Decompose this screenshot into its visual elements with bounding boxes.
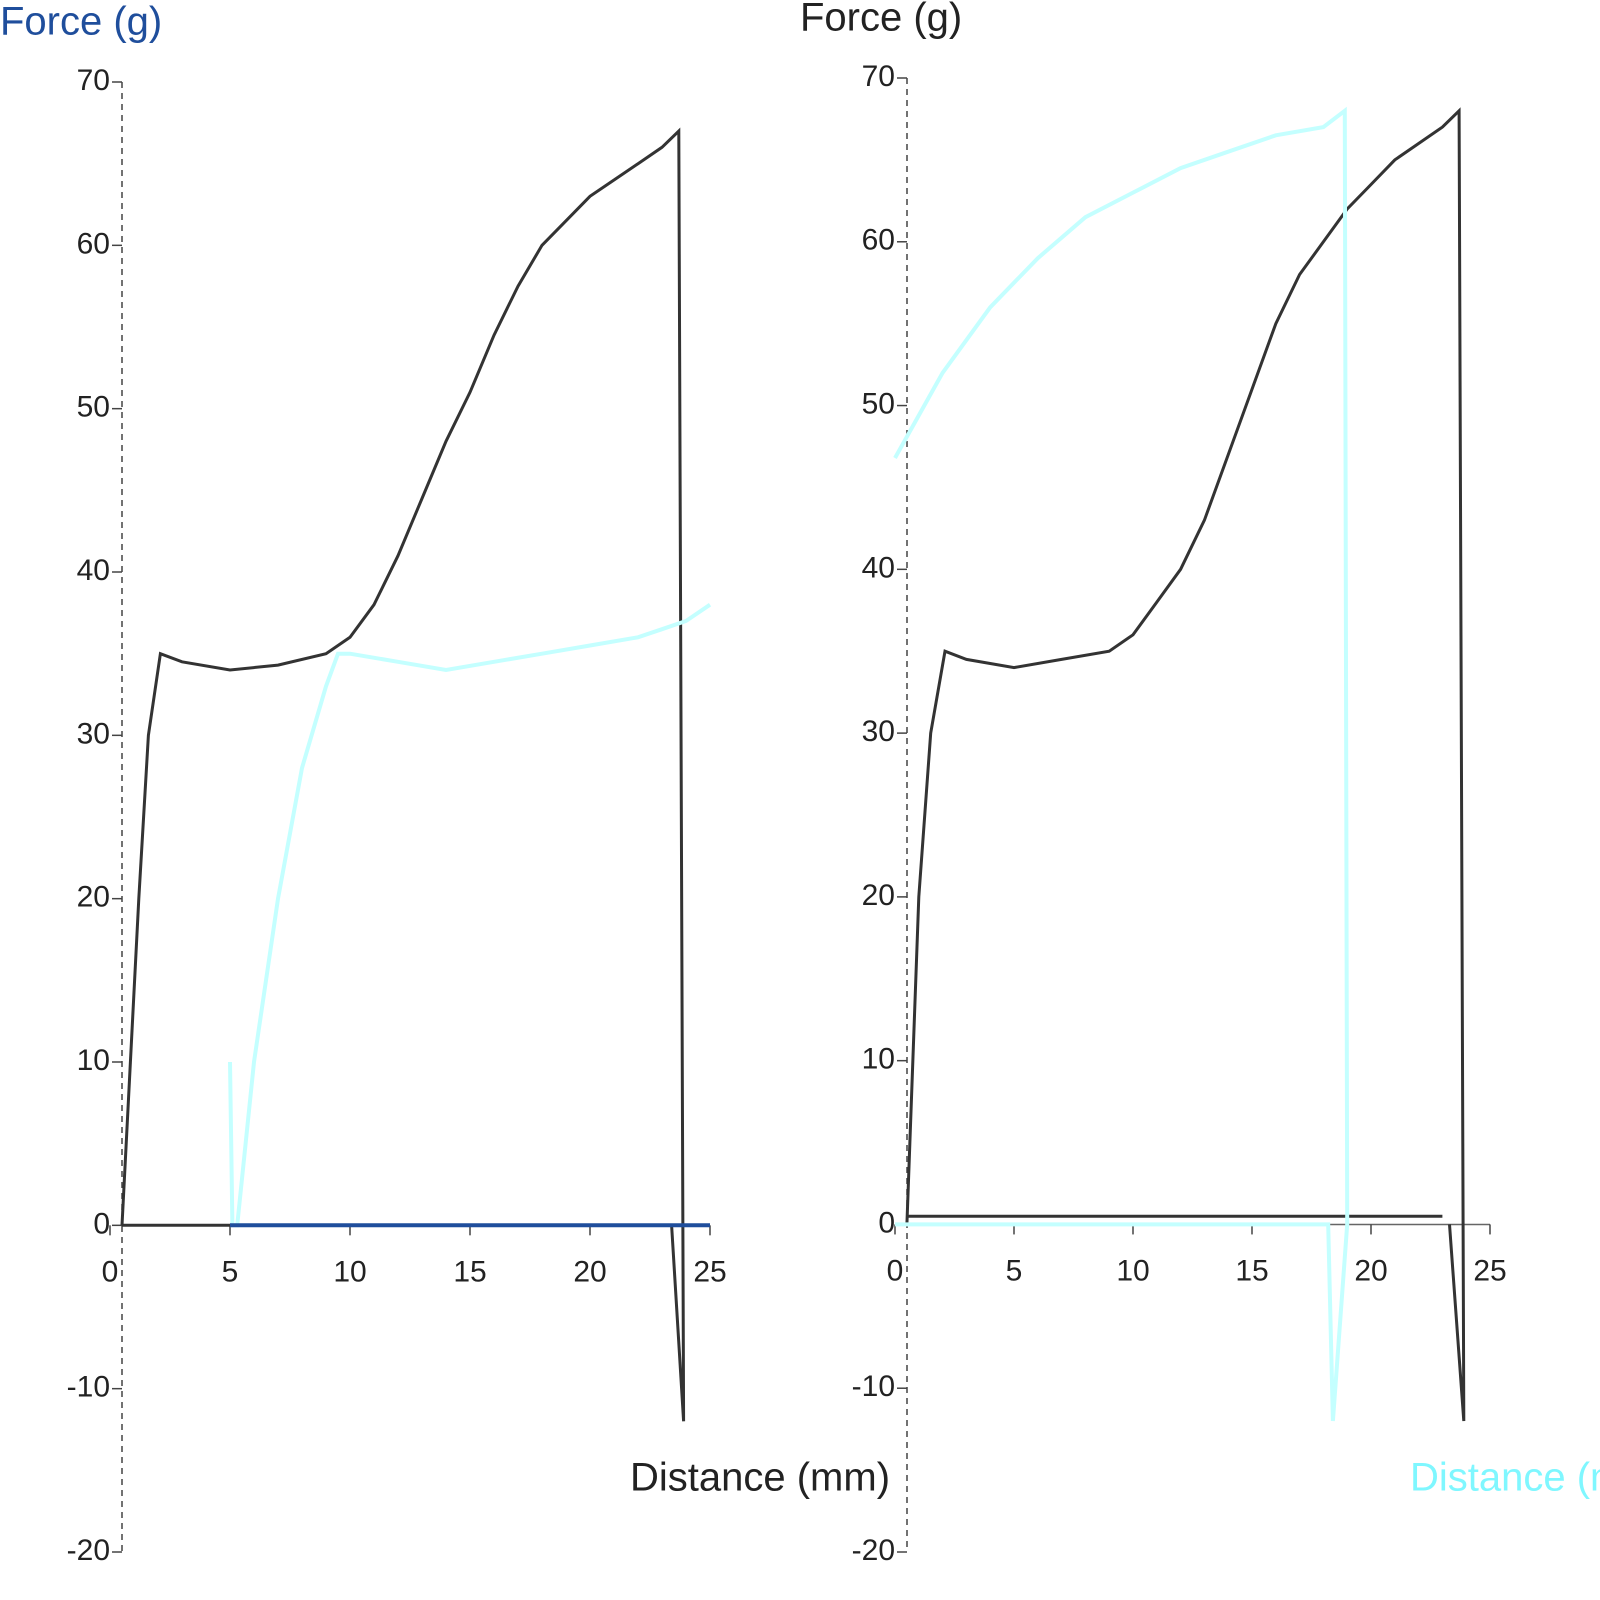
y-tick-label: -10 (852, 1370, 895, 1403)
data-line (120, 127, 686, 1422)
x-tick-label: 15 (453, 1255, 486, 1288)
x-tick-label: 5 (222, 1255, 239, 1288)
y-tick-label: -20 (67, 1534, 110, 1567)
y-axis-label: Force (g) (800, 0, 962, 40)
y-tick-label: 70 (862, 60, 895, 93)
y-tick-label: 30 (77, 717, 110, 750)
y-tick-label: 20 (862, 879, 895, 912)
data-line (228, 603, 712, 1228)
x-tick-label: 20 (1354, 1254, 1387, 1287)
y-tick-label: 30 (862, 715, 895, 748)
y-tick-label: 50 (862, 387, 895, 420)
x-tick-label: 25 (693, 1255, 726, 1288)
x-tick-label: 10 (1116, 1254, 1149, 1287)
data-line (893, 106, 1350, 1422)
y-axis-label: Force (g) (0, 0, 162, 44)
x-tick-label: 10 (333, 1255, 366, 1288)
y-tick-label: 40 (862, 551, 895, 584)
y-tick-label: 0 (93, 1207, 110, 1240)
x-tick-label: 5 (1006, 1254, 1023, 1287)
x-tick-label: 20 (573, 1255, 606, 1288)
y-tick-label: 40 (77, 554, 110, 587)
x-tick-label: 15 (1235, 1254, 1268, 1287)
y-tick-label: 50 (77, 391, 110, 424)
y-tick-label: 20 (77, 881, 110, 914)
x-axis-label: Distance (mm) (1410, 1456, 1600, 1500)
y-tick-label: 70 (77, 64, 110, 97)
x-tick-label: 25 (1473, 1254, 1506, 1287)
x-tick-label: 0 (887, 1254, 904, 1287)
y-tick-label: 0 (878, 1206, 895, 1239)
y-tick-label: 60 (77, 227, 110, 260)
data-line (905, 107, 1466, 1422)
x-tick-label: 0 (102, 1255, 119, 1288)
y-tick-label: -10 (67, 1371, 110, 1404)
x-axis-label: Distance (mm) (630, 1456, 890, 1500)
y-tick-label: 10 (862, 1043, 895, 1076)
y-tick-label: 10 (77, 1044, 110, 1077)
y-tick-label: -20 (852, 1534, 895, 1567)
y-tick-label: 60 (862, 224, 895, 257)
